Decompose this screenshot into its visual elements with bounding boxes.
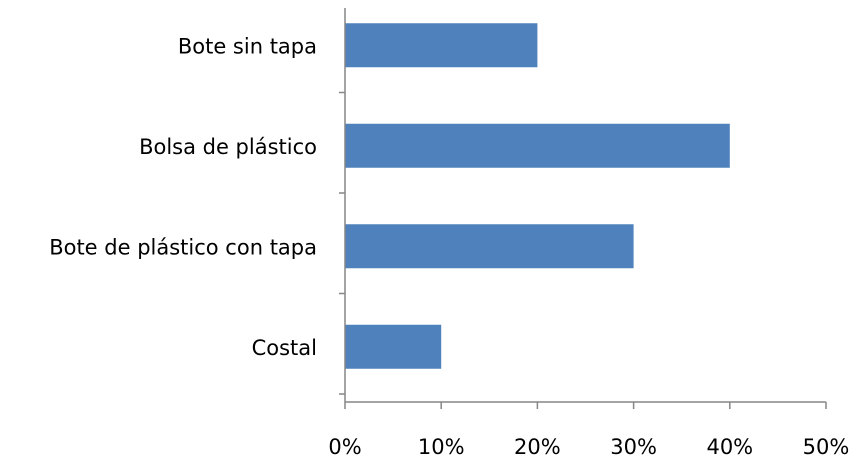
x-tick-label: 0% — [328, 435, 361, 459]
bar — [345, 23, 538, 68]
bar — [345, 123, 730, 168]
x-tick-label: 50% — [803, 435, 850, 459]
x-tick-label: 10% — [418, 435, 465, 459]
category-labels-group: Bote sin tapa Bolsa de plástico Bote de pl… — [49, 34, 317, 360]
category-label: Costal — [252, 336, 317, 360]
category-label: Bolsa de plástico — [139, 135, 317, 159]
x-axis-ticks-group: 0% 10% 20% 30% 40% 50% — [328, 402, 849, 459]
bar — [345, 324, 442, 369]
bars-group — [345, 23, 730, 369]
category-label: Bote sin tapa — [178, 34, 317, 58]
y-axis-ticks-group — [339, 91, 345, 395]
x-tick-label: 20% — [514, 435, 561, 459]
category-label: Bote de plástico con tapa — [49, 235, 317, 259]
x-tick-label: 40% — [706, 435, 753, 459]
x-tick-label: 30% — [610, 435, 657, 459]
bar — [345, 224, 634, 269]
